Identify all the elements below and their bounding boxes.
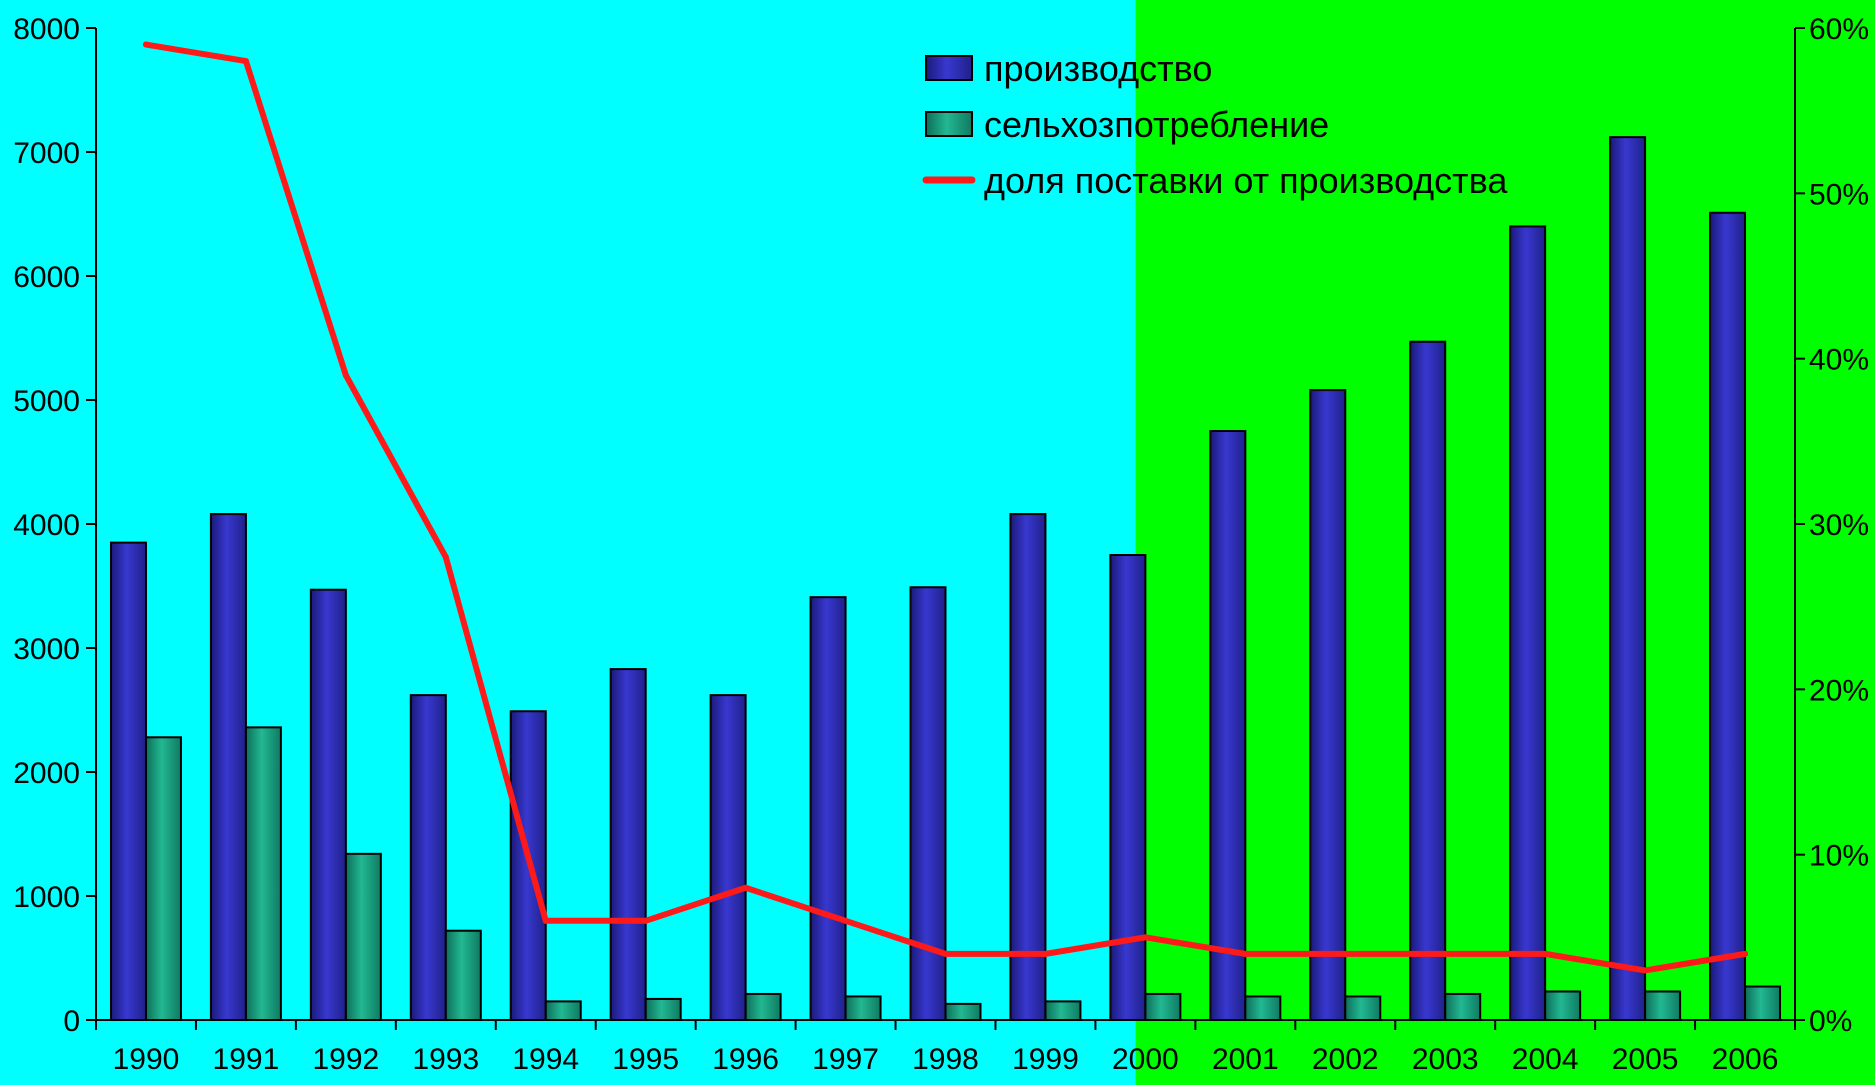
bar-agri-consumption-2006 (1744, 985, 1782, 1022)
legend-label-1: производство (984, 48, 1212, 89)
x-tick-label: 2005 (1612, 1043, 1679, 1076)
line-point-1992 (342, 372, 349, 379)
bar-agri-consumption-1997 (844, 995, 882, 1022)
x-tick-label: 1999 (1012, 1043, 1079, 1076)
bar-agri-consumption-1994 (544, 1000, 582, 1022)
y-right-tick-label: 0% (1809, 1005, 1852, 1038)
y-right-tick-label: 40% (1809, 344, 1869, 377)
bar-production-2004 (1509, 225, 1547, 1021)
x-tick-label: 2004 (1512, 1043, 1579, 1076)
line-point-2002 (1342, 950, 1349, 957)
bar-agri-consumption-1998 (944, 1002, 982, 1022)
bar-agri-consumption-1991 (244, 726, 282, 1021)
x-tick-label: 1995 (612, 1043, 679, 1076)
bar-production-1999 (1009, 513, 1047, 1022)
y-right-tick-label: 60% (1809, 13, 1869, 46)
y-left-tick-label: 5000 (13, 385, 80, 418)
x-tick-label: 2003 (1412, 1043, 1479, 1076)
bar-agri-consumption-1996 (744, 992, 782, 1022)
bar-production-2003 (1409, 340, 1447, 1022)
bar-production-2002 (1309, 389, 1347, 1021)
y-left-tick-label: 0 (63, 1005, 80, 1038)
bar-production-1996 (709, 694, 747, 1021)
line-point-2006 (1742, 950, 1749, 957)
x-tick-label: 1990 (113, 1043, 180, 1076)
y-right-tick-label: 50% (1809, 178, 1869, 211)
legend-swatch-1 (925, 55, 973, 81)
bar-production-1991 (209, 513, 247, 1022)
x-tick-label: 2006 (1712, 1043, 1779, 1076)
bar-agri-consumption-2003 (1444, 992, 1482, 1022)
line-point-1995 (642, 917, 649, 924)
bar-production-1992 (309, 588, 347, 1021)
bar-agri-consumption-2002 (1344, 995, 1382, 1022)
line-point-1998 (942, 950, 949, 957)
line-point-2004 (1542, 950, 1549, 957)
x-tick-label: 1997 (812, 1043, 879, 1076)
line-point-1993 (442, 554, 449, 561)
line-point-2003 (1442, 950, 1449, 957)
x-tick-label: 1991 (213, 1043, 280, 1076)
bar-production-1997 (809, 596, 847, 1021)
bar-agri-consumption-2004 (1544, 990, 1582, 1021)
line-point-1996 (742, 884, 749, 891)
y-left-tick-label: 3000 (13, 633, 80, 666)
y-left-tick-label: 1000 (13, 881, 80, 914)
x-tick-label: 1993 (412, 1043, 479, 1076)
legend-label-2: сельхозпотребление (984, 104, 1329, 145)
x-tick-label: 1994 (512, 1043, 579, 1076)
bar-agri-consumption-2005 (1644, 990, 1682, 1021)
y-left-tick-label: 4000 (13, 509, 80, 542)
legend-label-3: доля поставки от производства (984, 160, 1508, 201)
line-point-2001 (1242, 950, 1249, 957)
bar-production-2005 (1609, 136, 1647, 1021)
bar-agri-consumption-2001 (1244, 995, 1282, 1022)
bar-production-2001 (1209, 430, 1247, 1021)
bar-production-2000 (1109, 554, 1147, 1021)
line-point-1990 (142, 41, 149, 48)
x-tick-label: 1992 (312, 1043, 379, 1076)
line-point-2005 (1642, 967, 1649, 974)
bar-agri-consumption-1992 (344, 852, 382, 1022)
line-point-1999 (1042, 950, 1049, 957)
bar-production-2006 (1709, 211, 1747, 1021)
background-region-2 (1135, 0, 1875, 1085)
bar-production-1990 (109, 541, 147, 1021)
y-left-tick-label: 7000 (13, 137, 80, 170)
x-tick-label: 2000 (1112, 1043, 1179, 1076)
bar-agri-consumption-1990 (144, 736, 182, 1022)
y-left-tick-label: 6000 (13, 261, 80, 294)
y-left-tick-label: 2000 (13, 757, 80, 790)
y-left-tick-label: 8000 (13, 13, 80, 46)
line-point-1994 (542, 917, 549, 924)
x-tick-label: 2002 (1312, 1043, 1379, 1076)
x-tick-label: 2001 (1212, 1043, 1279, 1076)
bar-agri-consumption-1999 (1044, 1000, 1082, 1022)
y-right-tick-label: 30% (1809, 509, 1869, 542)
legend: производство сельхозпотребление доля поста… (922, 48, 1508, 201)
bar-production-1995 (609, 668, 647, 1022)
bar-agri-consumption-2000 (1144, 992, 1182, 1022)
bar-production-1993 (409, 694, 447, 1021)
line-point-1997 (842, 917, 849, 924)
bar-agri-consumption-1995 (644, 997, 682, 1021)
line-point-1991 (242, 58, 249, 65)
line-point-2000 (1142, 934, 1149, 941)
x-tick-label: 1996 (712, 1043, 779, 1076)
legend-swatch-2 (925, 111, 973, 137)
y-right-tick-label: 20% (1809, 674, 1869, 707)
y-right-tick-label: 10% (1809, 840, 1869, 873)
bar-agri-consumption-1993 (444, 929, 482, 1021)
x-tick-label: 1998 (912, 1043, 979, 1076)
